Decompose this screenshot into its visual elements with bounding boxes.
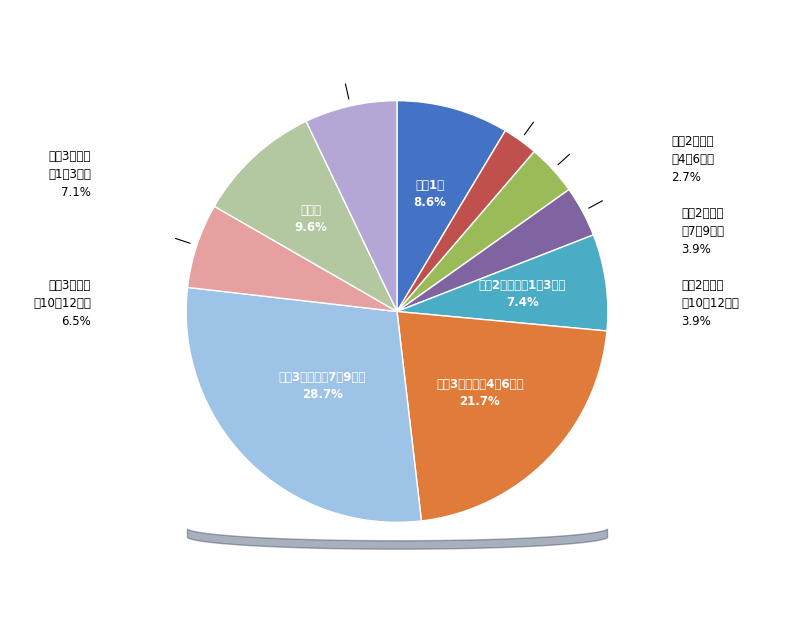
Wedge shape — [397, 131, 534, 312]
Text: 高校3年の夏（7〜9月）
28.7%: 高校3年の夏（7〜9月） 28.7% — [279, 371, 366, 401]
Text: 高校3年の春（4〜6月）
21.7%: 高校3年の春（4〜6月） 21.7% — [436, 378, 524, 407]
Wedge shape — [397, 312, 607, 521]
Text: 高校1年
8.6%: 高校1年 8.6% — [413, 179, 446, 209]
Wedge shape — [214, 121, 397, 312]
Text: 高校3年の冬
（1〜3月）
7.1%: 高校3年の冬 （1〜3月） 7.1% — [48, 150, 91, 199]
Wedge shape — [397, 189, 593, 312]
Text: 高校3年の秋
（10〜12月）
6.5%: 高校3年の秋 （10〜12月） 6.5% — [33, 278, 91, 328]
Wedge shape — [306, 101, 397, 312]
Wedge shape — [397, 235, 608, 331]
Text: 高校2年の秋
（10〜12月）
3.9%: 高校2年の秋 （10〜12月） 3.9% — [681, 278, 739, 328]
Text: その他
9.6%: その他 9.6% — [295, 204, 327, 234]
Text: 高校2年の春
（4〜6月）
2.7%: 高校2年の春 （4〜6月） 2.7% — [671, 135, 714, 184]
Wedge shape — [397, 101, 505, 312]
Wedge shape — [187, 206, 397, 312]
Wedge shape — [186, 287, 422, 522]
Wedge shape — [397, 151, 569, 312]
Text: 高校2年の夏
（7〜9月）
3.9%: 高校2年の夏 （7〜9月） 3.9% — [681, 207, 725, 256]
Text: 高校2年の冬（1〜3月）
7.4%: 高校2年の冬（1〜3月） 7.4% — [479, 279, 566, 309]
